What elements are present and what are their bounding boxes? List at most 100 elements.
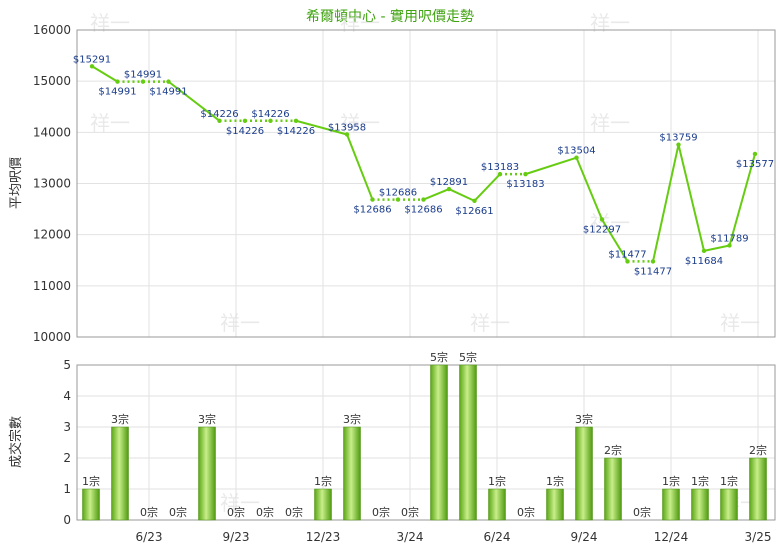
price-point-label: $12891 (430, 177, 468, 188)
count-bar-label: 1宗 (488, 474, 506, 488)
count-tick-label: 5 (63, 358, 71, 372)
price-line-segment (575, 157, 603, 220)
count-tick-label: 0 (63, 513, 71, 527)
watermark-text: 祥一 (90, 11, 130, 35)
price-point (574, 155, 579, 160)
price-line-segment (703, 244, 730, 252)
price-tick-label: 15000 (33, 74, 71, 88)
price-point-label: $14991 (149, 87, 187, 98)
count-bars: 1宗 3宗 0宗 0宗 3宗 0宗 0宗 0宗 1宗 3宗 0宗 0宗 5宗 5宗 1宗 0宗 1宗 3宗 2宗 0宗… (82, 350, 767, 521)
price-point-label: $13183 (506, 179, 544, 190)
price-line: $15291 $14991 $14991 $14991 $14226 $14226 $142… (73, 54, 774, 277)
price-tick-label: 12000 (33, 228, 71, 242)
price-point (701, 248, 707, 254)
price-point-label: $14226 (251, 109, 289, 120)
price-tick-label: 13000 (33, 177, 71, 191)
x-axis-ticks: 6/23 9/23 12/23 3/24 6/24 9/24 12/24 3/25 (136, 530, 772, 544)
price-point (421, 197, 426, 202)
count-bar-label: 3宗 (111, 412, 129, 426)
price-point-label: $12686 (379, 188, 417, 199)
count-bar (111, 426, 129, 521)
count-plot-frame (76, 364, 776, 521)
price-point (217, 118, 222, 123)
price-point (344, 132, 350, 137)
count-bar (575, 426, 593, 521)
watermark-text: 祥一 (90, 111, 130, 135)
count-axis-label: 成交宗數 (8, 416, 24, 468)
price-line-segment (525, 156, 577, 176)
count-bar-label: 0宗 (227, 505, 245, 519)
price-point (395, 197, 401, 202)
count-bar-label: 0宗 (140, 505, 158, 519)
price-point (472, 198, 477, 204)
price-point (268, 118, 273, 123)
count-bar (749, 457, 767, 521)
count-bar-label: 5宗 (430, 350, 448, 364)
count-bar-label: 1宗 (82, 474, 100, 488)
count-bar-label: 0宗 (285, 505, 303, 519)
count-bar-label: 1宗 (662, 474, 680, 488)
count-bar-label: 1宗 (691, 474, 709, 488)
x-tick-label: 3/25 (745, 530, 772, 544)
price-line-segment (167, 80, 221, 122)
price-point-label: $11789 (710, 233, 748, 244)
count-bar-label: 1宗 (314, 474, 332, 488)
price-point-label: $14991 (98, 87, 136, 98)
count-bar (691, 488, 709, 521)
price-point-label: $11477 (608, 249, 646, 260)
count-tick-label: 4 (63, 389, 71, 403)
count-bar (343, 426, 361, 521)
count-bar (459, 364, 477, 521)
price-tick-label: 10000 (33, 330, 71, 344)
price-point (625, 259, 630, 264)
price-line-segment (423, 188, 450, 201)
price-point-label: $12686 (404, 205, 442, 216)
count-bar (604, 457, 622, 521)
price-point-label: $12661 (455, 206, 493, 217)
watermark-text: 祥一 (720, 311, 760, 335)
count-bar-label: 0宗 (256, 505, 274, 519)
price-tick-label: 16000 (33, 23, 71, 37)
count-bar-label: 3宗 (575, 412, 593, 426)
price-line-segment (346, 134, 374, 200)
x-tick-label: 3/24 (397, 530, 424, 544)
watermark-text: 祥一 (590, 111, 630, 135)
count-bar-label: 1宗 (720, 474, 738, 488)
count-bar (720, 488, 738, 521)
count-bar (546, 488, 564, 521)
price-point-label: $13504 (557, 146, 595, 157)
price-point-label: $12297 (583, 224, 621, 235)
price-plot-frame (76, 29, 776, 338)
price-point (89, 64, 95, 69)
count-bar-label: 0宗 (401, 505, 419, 519)
watermark-text: 祥一 (340, 11, 380, 35)
price-point (727, 243, 732, 248)
x-tick-label: 6/24 (484, 530, 511, 544)
count-bar-label: 0宗 (372, 505, 390, 519)
count-axis-ticks: 0 1 2 3 4 5 (63, 358, 71, 527)
count-bar (198, 426, 216, 521)
price-point-label: $14991 (124, 70, 162, 81)
count-tick-label: 2 (63, 451, 71, 465)
watermark-text: 祥一 (340, 111, 380, 135)
count-bar-label: 0宗 (517, 505, 535, 519)
x-tick-label: 6/23 (136, 530, 163, 544)
price-point-label: $11477 (634, 266, 672, 277)
price-point (370, 197, 375, 202)
price-line-segment (448, 188, 475, 202)
price-point-label: $15291 (73, 54, 111, 65)
price-tick-label: 14000 (33, 125, 71, 139)
count-bar-label: 0宗 (633, 505, 651, 519)
count-bar-label: 3宗 (343, 412, 361, 426)
count-bar-label: 2宗 (749, 443, 767, 457)
price-point (650, 259, 656, 264)
watermark-text: 祥一 (220, 311, 260, 335)
x-tick-label: 9/24 (571, 530, 598, 544)
price-point (752, 151, 758, 157)
price-line-segment (473, 173, 501, 202)
price-point (446, 186, 452, 192)
price-point (140, 79, 146, 84)
price-point-label: $14226 (200, 109, 238, 120)
price-point-label: $12686 (353, 205, 391, 216)
